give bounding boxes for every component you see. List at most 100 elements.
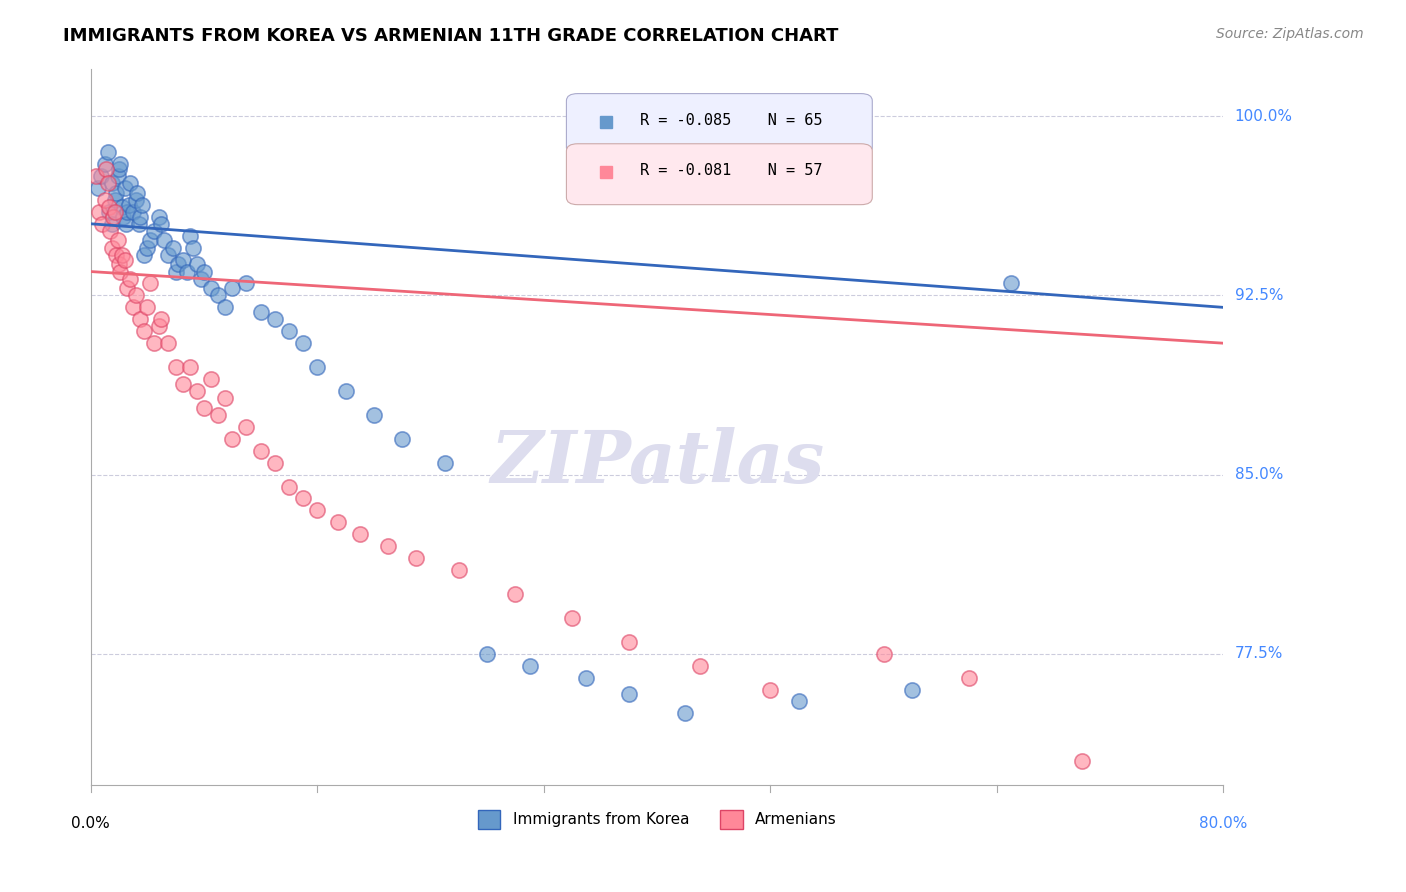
Legend: Immigrants from Korea, Armenians: Immigrants from Korea, Armenians: [471, 804, 842, 835]
Point: [105, 248, 128, 262]
Point: [193, 264, 215, 278]
Point: [122, 301, 145, 315]
Point: [111, 248, 134, 262]
Point: [617, 687, 640, 701]
Point: [277, 479, 299, 493]
Point: [110, 157, 132, 171]
Point: [139, 234, 162, 248]
Text: 80.0%: 80.0%: [1199, 815, 1247, 830]
Point: [91, 217, 114, 231]
Point: [193, 401, 215, 415]
Point: [111, 200, 134, 214]
Point: [103, 210, 125, 224]
Point: [112, 210, 135, 224]
Point: [101, 241, 124, 255]
Point: [150, 217, 173, 231]
Point: [128, 217, 150, 231]
Point: [190, 271, 212, 285]
Point: [181, 241, 204, 255]
Point: [349, 527, 371, 541]
Point: [114, 181, 136, 195]
Point: [214, 301, 236, 315]
Point: [519, 658, 541, 673]
Point: [94, 193, 117, 207]
Point: [136, 241, 159, 255]
Point: [94, 157, 117, 171]
Point: [172, 376, 194, 391]
Point: [120, 271, 142, 285]
Point: [143, 224, 166, 238]
Point: [107, 234, 129, 248]
Point: [105, 186, 128, 200]
Point: [157, 336, 180, 351]
Point: [235, 277, 257, 291]
Point: [263, 456, 285, 470]
Point: [617, 634, 640, 648]
Point: [207, 408, 229, 422]
Point: [108, 161, 131, 176]
Text: 100.0%: 100.0%: [1234, 109, 1292, 124]
Point: [134, 248, 156, 262]
Point: [118, 197, 141, 211]
Point: [1070, 754, 1092, 768]
FancyBboxPatch shape: [567, 144, 872, 204]
Point: [263, 312, 285, 326]
Point: [475, 647, 498, 661]
Point: [335, 384, 357, 398]
Text: 85.0%: 85.0%: [1234, 467, 1282, 482]
Point: [84, 169, 107, 183]
Point: [100, 224, 122, 238]
Point: [162, 241, 184, 255]
Text: ZIPatlas: ZIPatlas: [489, 427, 824, 498]
Point: [759, 682, 782, 697]
Point: [249, 305, 271, 319]
Point: [176, 264, 198, 278]
Point: [125, 288, 148, 302]
Text: R = -0.085    N = 65: R = -0.085 N = 65: [640, 112, 823, 128]
Point: [207, 288, 229, 302]
Point: [122, 204, 145, 219]
Point: [89, 169, 111, 183]
Point: [575, 671, 598, 685]
Point: [97, 176, 120, 190]
Point: [505, 587, 527, 601]
Point: [1000, 277, 1022, 291]
Point: [117, 281, 139, 295]
Point: [104, 193, 127, 207]
Point: [307, 360, 329, 375]
Point: [86, 181, 108, 195]
Point: [200, 281, 222, 295]
Point: [179, 228, 201, 243]
Point: [292, 336, 315, 351]
Point: [136, 301, 159, 315]
Point: [101, 176, 124, 190]
Point: [150, 312, 173, 326]
Point: [787, 694, 810, 708]
Point: [179, 360, 201, 375]
Point: [153, 234, 176, 248]
Point: [277, 324, 299, 338]
Point: [200, 372, 222, 386]
Point: [129, 210, 152, 224]
Point: [167, 257, 190, 271]
Point: [104, 204, 127, 219]
Point: [148, 210, 170, 224]
Point: [391, 432, 413, 446]
Point: [114, 252, 136, 267]
Text: 77.5%: 77.5%: [1234, 646, 1282, 661]
Text: Source: ZipAtlas.com: Source: ZipAtlas.com: [1216, 27, 1364, 41]
Point: [134, 324, 156, 338]
Point: [87, 204, 110, 219]
Point: [127, 186, 149, 200]
Text: R = -0.081    N = 57: R = -0.081 N = 57: [640, 162, 823, 178]
FancyBboxPatch shape: [567, 94, 872, 154]
Point: [148, 319, 170, 334]
Point: [307, 503, 329, 517]
Point: [139, 277, 162, 291]
Point: [165, 360, 187, 375]
Text: 0.0%: 0.0%: [72, 815, 110, 830]
Point: [96, 161, 118, 176]
Point: [872, 647, 894, 661]
Point: [143, 336, 166, 351]
Point: [117, 204, 139, 219]
